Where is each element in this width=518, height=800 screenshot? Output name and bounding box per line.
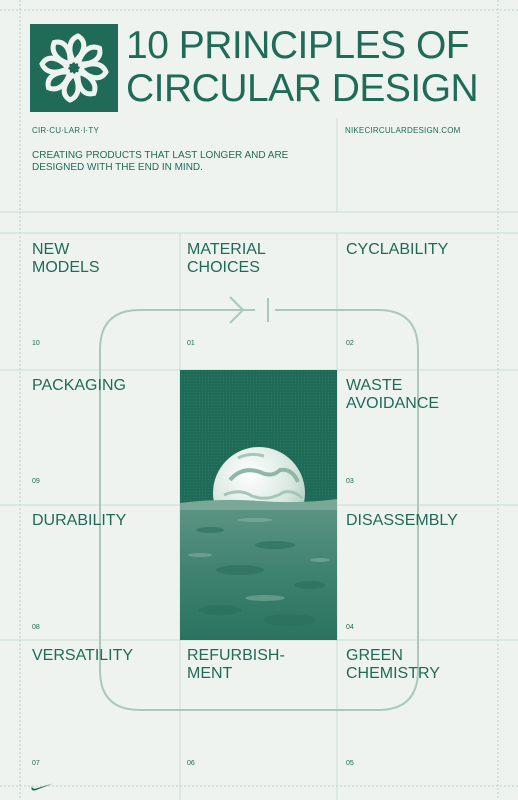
principle-number-material-choices: 01: [187, 340, 195, 347]
principle-label-new-models: NEW MODELS: [32, 241, 100, 276]
principle-number-refurbishment: 06: [187, 760, 195, 767]
principle-number-waste-avoidance: 03: [346, 478, 354, 485]
principle-label-waste-avoidance: WASTE AVOIDANCE: [346, 377, 440, 412]
principle-label-packaging: PACKAGING: [32, 377, 126, 394]
principle-number-cyclability: 02: [346, 340, 354, 347]
poster-title: 10 PRINCIPLES OF CIRCULAR DESIGN: [126, 24, 506, 110]
principle-label-refurbishment: REFURBISH- MENT: [187, 647, 285, 682]
principle-label-green-chemistry: GREEN CHEMISTRY: [346, 647, 440, 682]
cycle-loop: [99, 296, 419, 711]
nike-swoosh-icon: [31, 783, 53, 791]
principle-label-versatility: VERSATILITY: [32, 647, 134, 664]
tagline: CREATING PRODUCTS THAT LAST LONGER AND A…: [32, 150, 289, 173]
circularity-flower-icon: [39, 33, 109, 103]
earthrise-image: [180, 370, 337, 640]
principle-label-durability: DURABILITY: [32, 512, 127, 529]
title-line-2: CIRCULAR DESIGN: [126, 67, 479, 110]
principle-number-green-chemistry: 05: [346, 760, 354, 767]
principle-label-cyclability: CYCLABILITY: [346, 241, 449, 258]
website-link[interactable]: NIKECIRCULARDESIGN.COM: [345, 126, 461, 135]
principle-number-disassembly: 04: [346, 624, 354, 631]
logo-box: [30, 24, 118, 112]
title-line-1: 10 PRINCIPLES OF: [126, 24, 470, 67]
earth-icon: [213, 447, 305, 503]
principle-number-durability: 08: [32, 624, 40, 631]
circularity-label: CIR·CU·LAR·I·TY: [32, 126, 99, 135]
principle-number-packaging: 09: [32, 478, 40, 485]
principle-number-new-models: 10: [32, 340, 40, 347]
principle-label-disassembly: DISASSEMBLY: [346, 512, 458, 529]
principle-label-material-choices: MATERIAL CHOICES: [187, 241, 266, 276]
principle-number-versatility: 07: [32, 760, 40, 767]
